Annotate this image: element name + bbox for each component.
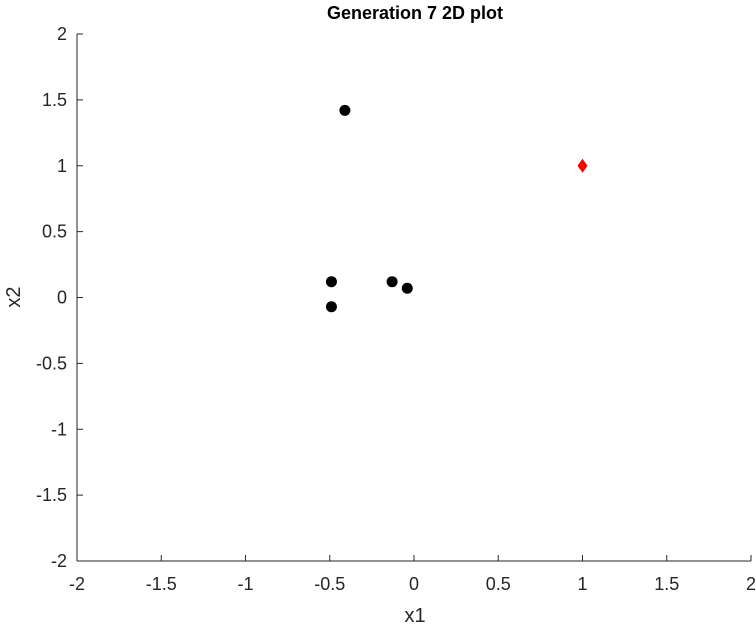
y-axis-ticks: -2 -1.5 -1 -0.5 0 0.5 1 1.5 2 xyxy=(36,24,83,571)
population-point xyxy=(325,276,337,288)
y-tick-label: -2 xyxy=(51,551,67,571)
x-tick-label: 1 xyxy=(577,574,587,594)
chart-title: Generation 7 2D plot xyxy=(327,3,503,23)
data-points xyxy=(325,104,588,313)
population-point xyxy=(386,276,398,288)
y-tick-label: 0.5 xyxy=(42,222,67,242)
y-tick-label: 2 xyxy=(57,24,67,44)
population-point xyxy=(325,301,337,313)
y-tick-label: -1.5 xyxy=(36,485,67,505)
population-point xyxy=(339,104,351,116)
x-axis-ticks: -2 -1.5 -1 -0.5 0 0.5 1 1.5 2 xyxy=(69,555,756,594)
x-tick-label: -1.5 xyxy=(146,574,177,594)
y-tick-label: 0 xyxy=(57,288,67,308)
x-tick-label: 2 xyxy=(746,574,756,594)
x-tick-label: -1 xyxy=(237,574,253,594)
y-tick-label: -0.5 xyxy=(36,353,67,373)
x-tick-label: -2 xyxy=(69,574,85,594)
y-axis-label: x2 xyxy=(3,286,25,307)
x-tick-label: 1.5 xyxy=(654,574,679,594)
x-tick-label: -0.5 xyxy=(314,574,345,594)
x-tick-label: 0.5 xyxy=(486,574,511,594)
y-tick-label: -1 xyxy=(51,419,67,439)
optimum-point xyxy=(577,158,588,173)
x-axis-label: x1 xyxy=(404,605,425,625)
x-tick-label: 0 xyxy=(409,574,419,594)
population-point xyxy=(401,282,413,294)
y-tick-label: 1.5 xyxy=(42,90,67,110)
axes xyxy=(76,34,751,562)
y-tick-label: 1 xyxy=(57,156,67,176)
